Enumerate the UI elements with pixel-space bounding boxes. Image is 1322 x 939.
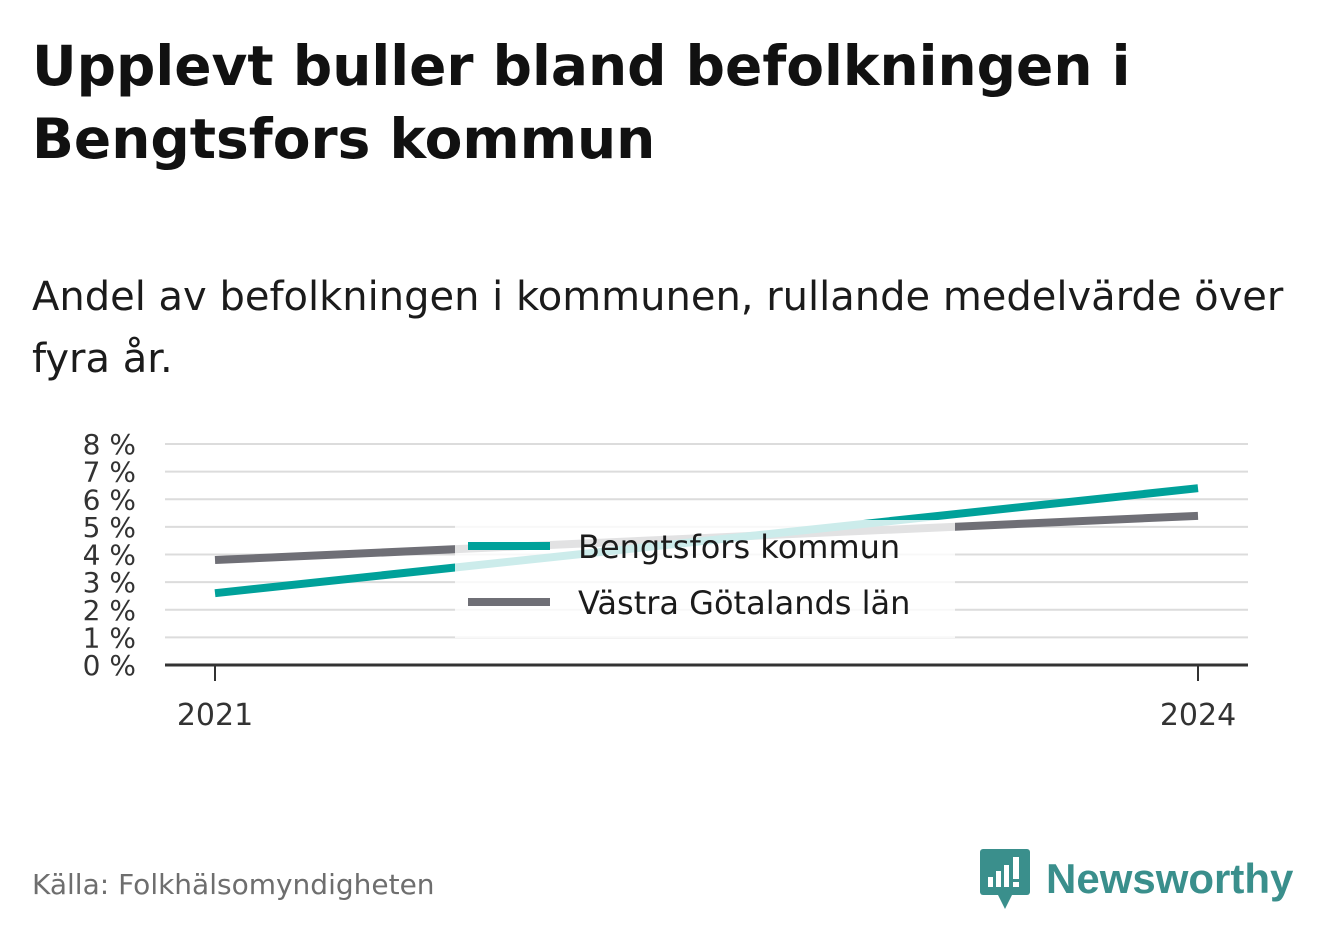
x-tick-label: 2021 <box>177 698 253 733</box>
y-axis-tick-labels: 0 %1 %2 %3 %4 %5 %6 %7 %8 % <box>83 428 136 682</box>
x-axis: 2021 2024 <box>165 663 1248 733</box>
legend: Bengtsfors kommun Västra Götalands län <box>455 520 955 638</box>
newsworthy-logo-icon <box>980 849 1030 909</box>
chart-subtitle: Andel av befolkningen i kommunen, rullan… <box>32 274 1284 382</box>
y-tick-label: 3 % <box>83 566 136 599</box>
legend-label-0: Bengtsfors kommun <box>578 528 900 566</box>
y-tick-label: 0 % <box>83 649 136 682</box>
y-tick-label: 4 % <box>83 539 136 572</box>
y-tick-label: 1 % <box>83 621 136 654</box>
x-tick-label: 2024 <box>1160 698 1236 733</box>
brand-logo: Newsworthy <box>980 848 1293 910</box>
legend-label-1: Västra Götalands län <box>578 584 910 622</box>
y-tick-label: 5 % <box>83 511 136 544</box>
source-note: Källa: Folkhälsomyndigheten <box>32 868 435 901</box>
y-tick-label: 2 % <box>83 594 136 627</box>
legend-background <box>455 520 955 638</box>
y-tick-label: 6 % <box>83 483 136 516</box>
chart-title: Upplevt buller bland befolkningen i Beng… <box>32 34 1131 171</box>
brand-name: Newsworthy <box>1046 855 1294 902</box>
y-tick-label: 7 % <box>83 456 136 489</box>
y-tick-label: 8 % <box>83 428 136 461</box>
